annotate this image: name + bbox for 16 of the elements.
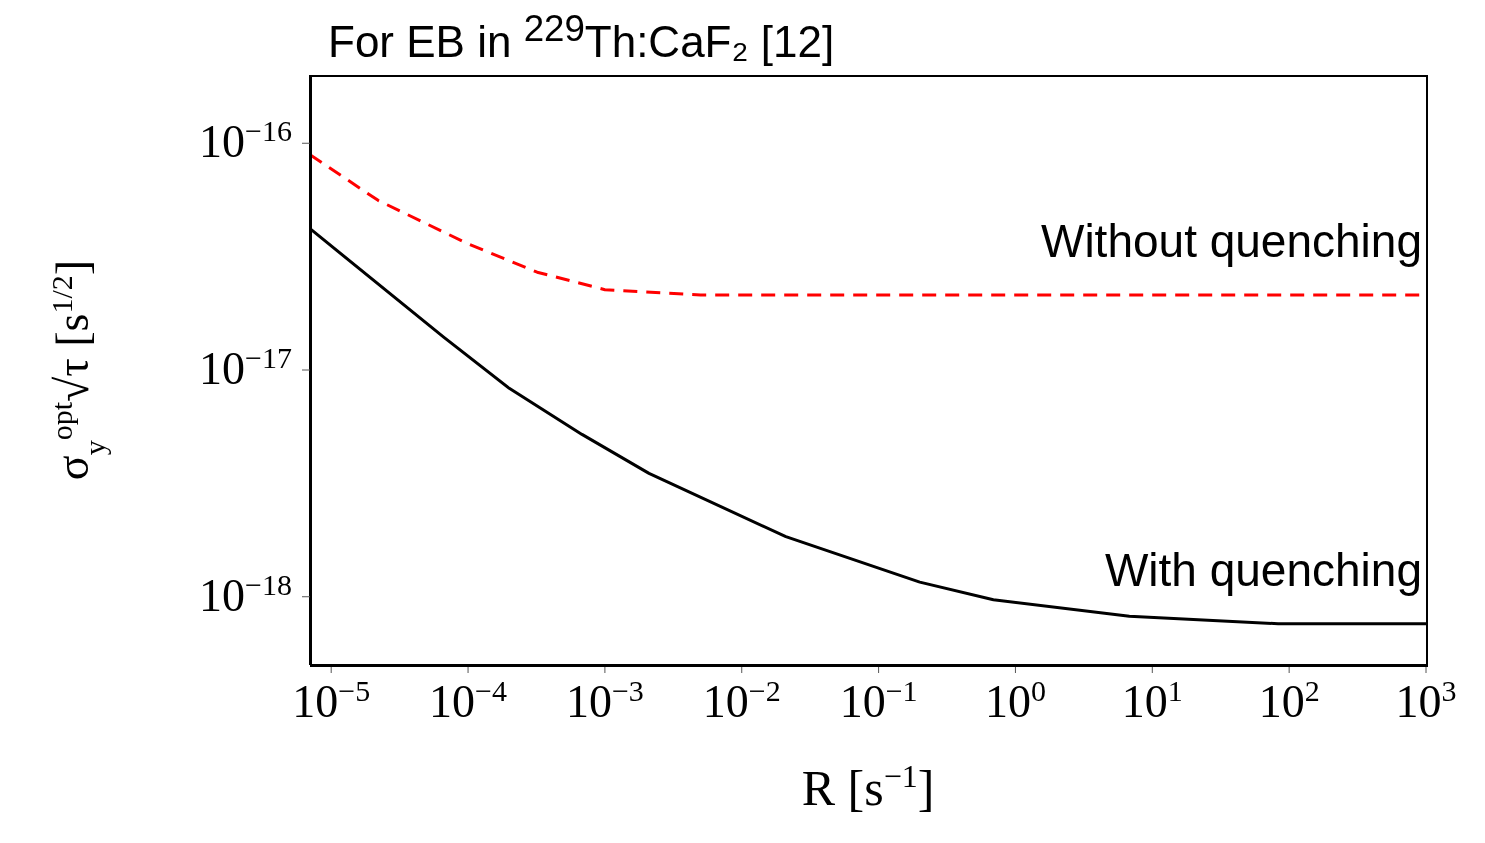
x-tick-label: 10$^{−1}$ — [839, 673, 918, 727]
annotation: With quenching — [1104, 543, 1422, 596]
x-tick-label: 10$^{−2}$ — [702, 673, 781, 727]
chart-title: For EB in $^{229}$Th:CaF₂ [12] — [328, 8, 835, 67]
x-tick-label: 10$^{−4}$ — [429, 673, 508, 727]
x-tick-label: 10$^{3}$ — [1395, 673, 1457, 727]
x-tick-label: 10$^{−5}$ — [292, 673, 371, 727]
x-tick-label: 10$^{2}$ — [1258, 673, 1320, 727]
x-tick-label: 10$^{−3}$ — [565, 673, 644, 727]
annotation: Without quenching — [1040, 215, 1422, 268]
y-tick-label: 10$^{−16}$ — [199, 113, 292, 168]
y-tick-label: 10$^{−18}$ — [199, 567, 292, 621]
x-tick-label: 10$^{0}$ — [984, 673, 1046, 727]
x-axis-title: R [s$^{−1}$] — [801, 758, 935, 816]
y-tick-label: 10$^{−17}$ — [199, 340, 292, 394]
x-tick-label: 10$^{1}$ — [1121, 673, 1183, 727]
